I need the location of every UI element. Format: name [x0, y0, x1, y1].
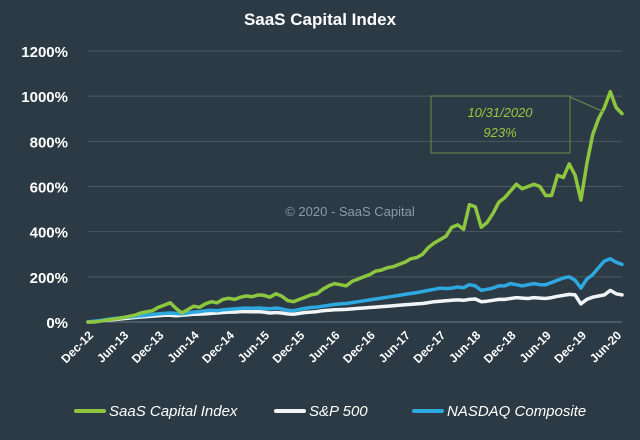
series-lines	[86, 89, 624, 324]
series-line-saas-capital-index	[86, 89, 624, 324]
x-tick-label: Jun-14	[164, 328, 201, 365]
x-tick-label: Jun-18	[446, 328, 483, 365]
x-tick-label: Jun-19	[517, 328, 554, 365]
y-tick-label: 800%	[30, 134, 68, 151]
y-tick-label: 200%	[30, 270, 68, 287]
x-tick-label: Dec-16	[340, 328, 378, 366]
x-tick-label: Dec-17	[410, 328, 448, 366]
annotation-leader-line	[569, 96, 605, 113]
y-tick-label: 0%	[46, 315, 68, 332]
series-line-nasdaq-composite	[86, 257, 624, 324]
annotation: 10/31/2020 923%	[430, 95, 605, 154]
x-tick-label: Jun-13	[94, 328, 131, 365]
legend-label: NASDAQ Composite	[447, 403, 586, 420]
x-tick-label: Jun-20	[587, 328, 624, 365]
gridlines	[88, 50, 622, 323]
y-tick-label: 1200%	[21, 44, 68, 61]
y-tick-label: 600%	[30, 180, 68, 197]
x-tick-label: Dec-18	[481, 328, 519, 366]
chart-title: SaaS Capital Index	[244, 10, 397, 29]
series-line-s-p-500	[86, 288, 624, 324]
x-tick-label: Dec-19	[551, 328, 589, 366]
x-tick-label: Dec-14	[199, 328, 237, 366]
y-tick-label: 400%	[30, 225, 68, 242]
annotation-date: 10/31/2020	[467, 105, 533, 120]
x-tick-label: Jun-16	[305, 328, 342, 365]
legend-label: SaaS Capital Index	[109, 403, 238, 420]
legend: SaaS Capital Index S&P 500 NASDAQ Composit…	[74, 403, 586, 420]
x-tick-label: Jun-17	[376, 328, 413, 365]
watermark-text: © 2020 - SaaS Capital	[285, 204, 415, 219]
annotation-box	[430, 95, 571, 154]
annotation-value: 923%	[483, 125, 516, 140]
x-tick-label: Dec-13	[129, 328, 167, 366]
x-tick-label: Dec-15	[270, 328, 308, 366]
legend-label: S&P 500	[309, 403, 368, 420]
y-tick-label: 1000%	[21, 89, 68, 106]
x-tick-label: Dec-12	[58, 328, 96, 366]
x-axis-ticks: Dec-12Jun-13Dec-13Jun-14Dec-14Jun-15Dec-…	[58, 328, 624, 366]
x-tick-label: Jun-15	[235, 328, 272, 365]
y-axis-ticks: 0% 200% 400% 600% 800% 1000% 1200%	[21, 44, 68, 332]
